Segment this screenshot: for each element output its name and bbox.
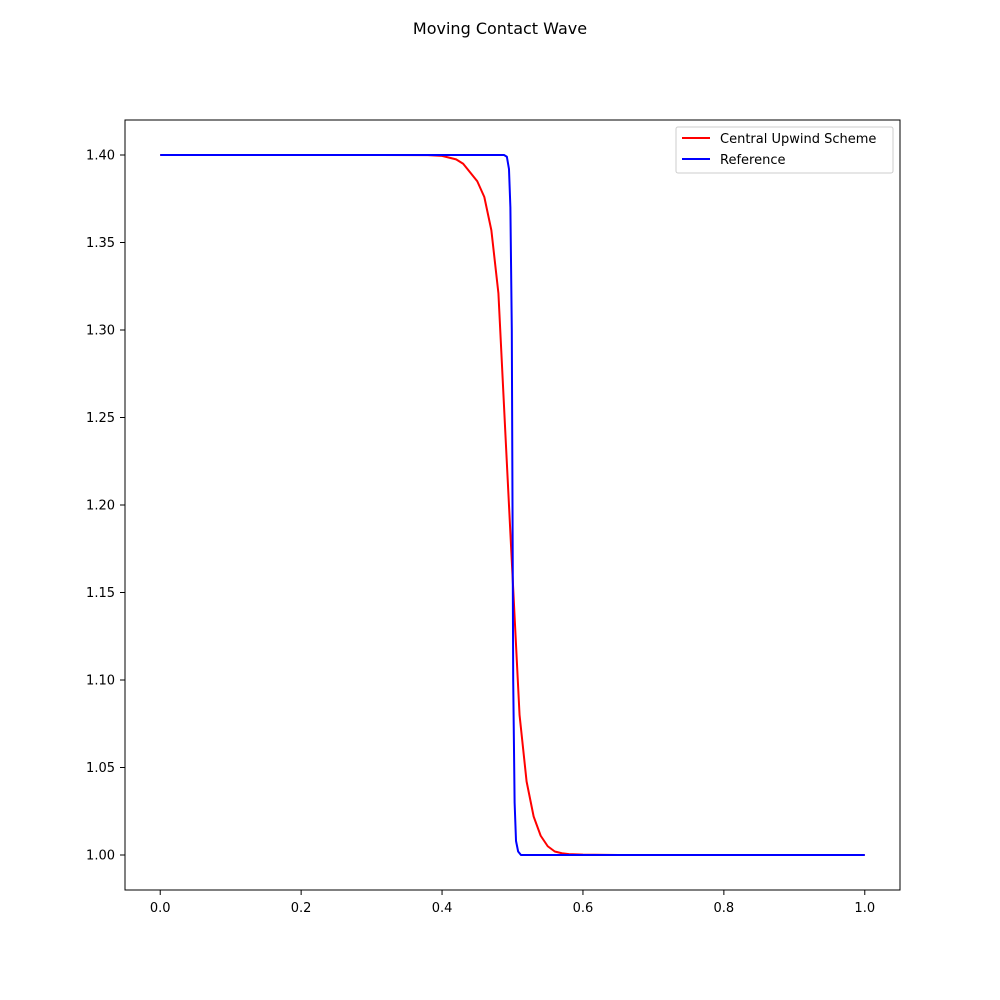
y-tick-label: 1.25: [86, 411, 115, 426]
legend-label-central-upwind: Central Upwind Scheme: [720, 132, 876, 147]
y-tick-label: 1.10: [86, 674, 115, 689]
y-tick-label: 1.15: [86, 586, 115, 601]
y-tick-label: 1.00: [86, 849, 115, 864]
legend-box: [675, 126, 894, 174]
legend: Central Upwind Scheme Reference: [675, 126, 894, 174]
x-tick-label: 0.4: [432, 901, 453, 916]
x-tick-label: 0.6: [573, 901, 594, 916]
y-axis: 1.00 1.05 1.10 1.15 1.20 1.25 1.30 1.35 1.40: [86, 149, 125, 864]
x-tick-label: 0.0: [150, 901, 171, 916]
x-tick-label: 0.2: [291, 901, 312, 916]
y-tick-label: 1.05: [86, 761, 115, 776]
y-tick-label: 1.30: [86, 324, 115, 339]
series-line-reference: [160, 154, 865, 856]
y-tick-label: 1.35: [86, 236, 115, 251]
x-axis: 0.0 0.2 0.4 0.6 0.8 1.0: [150, 890, 875, 916]
y-tick-label: 1.20: [86, 499, 115, 514]
legend-label-reference: Reference: [720, 153, 785, 168]
chart-title: Moving Contact Wave: [413, 19, 587, 38]
y-tick-label: 1.40: [86, 149, 115, 164]
x-tick-label: 0.8: [714, 901, 735, 916]
series-line-central-upwind-scheme: [160, 154, 865, 856]
series-layer: [160, 154, 865, 856]
x-tick-label: 1.0: [854, 901, 875, 916]
plot-area: 0.0 0.2 0.4 0.6 0.8 1.0 1.001.051.101.151.201…: [86, 119, 901, 916]
